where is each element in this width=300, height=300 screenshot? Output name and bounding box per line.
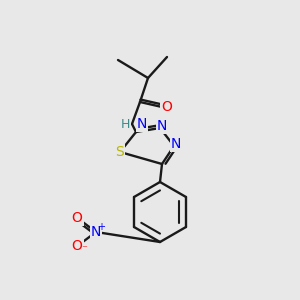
Text: N: N [171, 137, 181, 151]
Text: ⁻: ⁻ [81, 244, 87, 254]
Text: O: O [72, 239, 83, 253]
Text: S: S [116, 145, 124, 159]
Text: N: N [91, 225, 101, 239]
Text: O: O [162, 100, 172, 114]
Text: H: H [121, 118, 130, 130]
Text: N: N [137, 117, 147, 131]
Text: +: + [97, 222, 105, 232]
Text: N: N [157, 119, 167, 133]
Text: O: O [72, 211, 83, 225]
